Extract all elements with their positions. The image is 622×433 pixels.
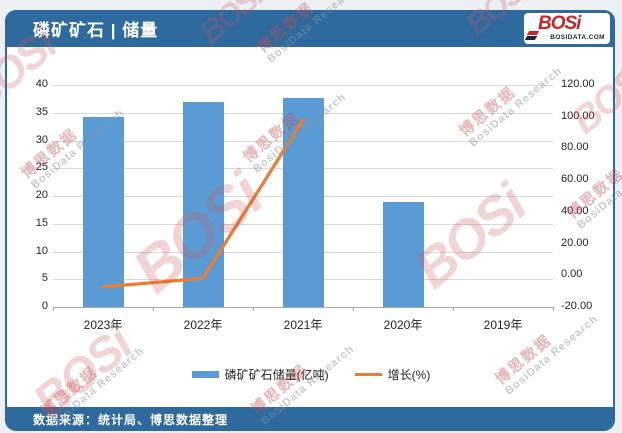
brand-logo: BOSi BOSIDATA.COM bbox=[524, 13, 610, 44]
y-axis-left-tick-label: 35 bbox=[35, 105, 48, 118]
y-axis-left-tick-label: 40 bbox=[35, 78, 48, 90]
y-axis-left-tick-label: 30 bbox=[35, 133, 48, 146]
legend-swatch-line bbox=[354, 373, 382, 376]
footer-bar: 数据来源：统计局、博思数据整理 bbox=[5, 407, 615, 431]
legend-item-reserves: 磷矿矿石储量(亿吨) bbox=[191, 366, 329, 383]
y-axis-left-tick-label: 25 bbox=[35, 161, 48, 174]
x-axis-tick bbox=[153, 307, 154, 311]
x-axis-label: 2019年 bbox=[483, 318, 523, 332]
bar bbox=[382, 201, 424, 307]
growth-line bbox=[101, 118, 305, 289]
y-axis-left-tick-label: 0 bbox=[41, 300, 48, 312]
x-axis-label: 2021年 bbox=[283, 318, 323, 332]
x-axis-label: 2022年 bbox=[183, 318, 223, 332]
x-axis-tick bbox=[53, 307, 54, 311]
x-axis-label: 2020年 bbox=[383, 318, 423, 332]
y-axis-right-tick-label: -20.00 bbox=[561, 300, 593, 312]
bar bbox=[82, 117, 124, 307]
header-bar: 磷矿矿石 | 储量 bbox=[5, 10, 615, 47]
y-axis-right-tick-label: 20.00 bbox=[561, 236, 589, 249]
legend: 磷矿矿石储量(亿吨) 增长(%) bbox=[0, 366, 622, 383]
x-axis-tick bbox=[453, 307, 454, 311]
legend-item-growth: 增长(%) bbox=[354, 366, 431, 383]
logo-site: BOSIDATA.COM bbox=[550, 34, 605, 41]
x-axis-tick bbox=[353, 307, 354, 311]
y-axis-left-tick-label: 5 bbox=[41, 272, 48, 285]
legend-label-growth: 增长(%) bbox=[387, 368, 431, 382]
logo-stripe-icon bbox=[524, 36, 538, 40]
bar bbox=[282, 98, 324, 307]
y-axis-right-tick-label: 40.00 bbox=[561, 204, 589, 217]
logo-text: BOSi bbox=[538, 13, 581, 34]
y-axis-right-tick-label: 80.00 bbox=[561, 141, 589, 154]
x-axis-tick bbox=[553, 307, 554, 311]
y-axis-right-tick-label: 100.00 bbox=[561, 109, 595, 122]
y-axis-left-tick-label: 15 bbox=[35, 216, 48, 229]
bar bbox=[182, 102, 224, 307]
y-axis-left-tick-label: 10 bbox=[35, 244, 48, 257]
y-axis-right-tick-label: 0.00 bbox=[561, 268, 583, 281]
legend-label-reserves: 磷矿矿石储量(亿吨) bbox=[224, 368, 329, 382]
source-note: 数据来源：统计局、博思数据整理 bbox=[33, 412, 229, 427]
gridline bbox=[53, 85, 553, 86]
gridline bbox=[53, 307, 553, 308]
legend-swatch-bar bbox=[191, 371, 219, 378]
y-axis-left-tick-label: 20 bbox=[35, 189, 48, 201]
y-axis-right-tick-label: 120.00 bbox=[561, 78, 595, 90]
page-title: 磷矿矿石 | 储量 bbox=[33, 21, 159, 40]
y-axis-right-tick-label: 60.00 bbox=[561, 173, 589, 186]
x-axis-tick bbox=[253, 307, 254, 311]
x-axis-label: 2023年 bbox=[83, 318, 123, 332]
